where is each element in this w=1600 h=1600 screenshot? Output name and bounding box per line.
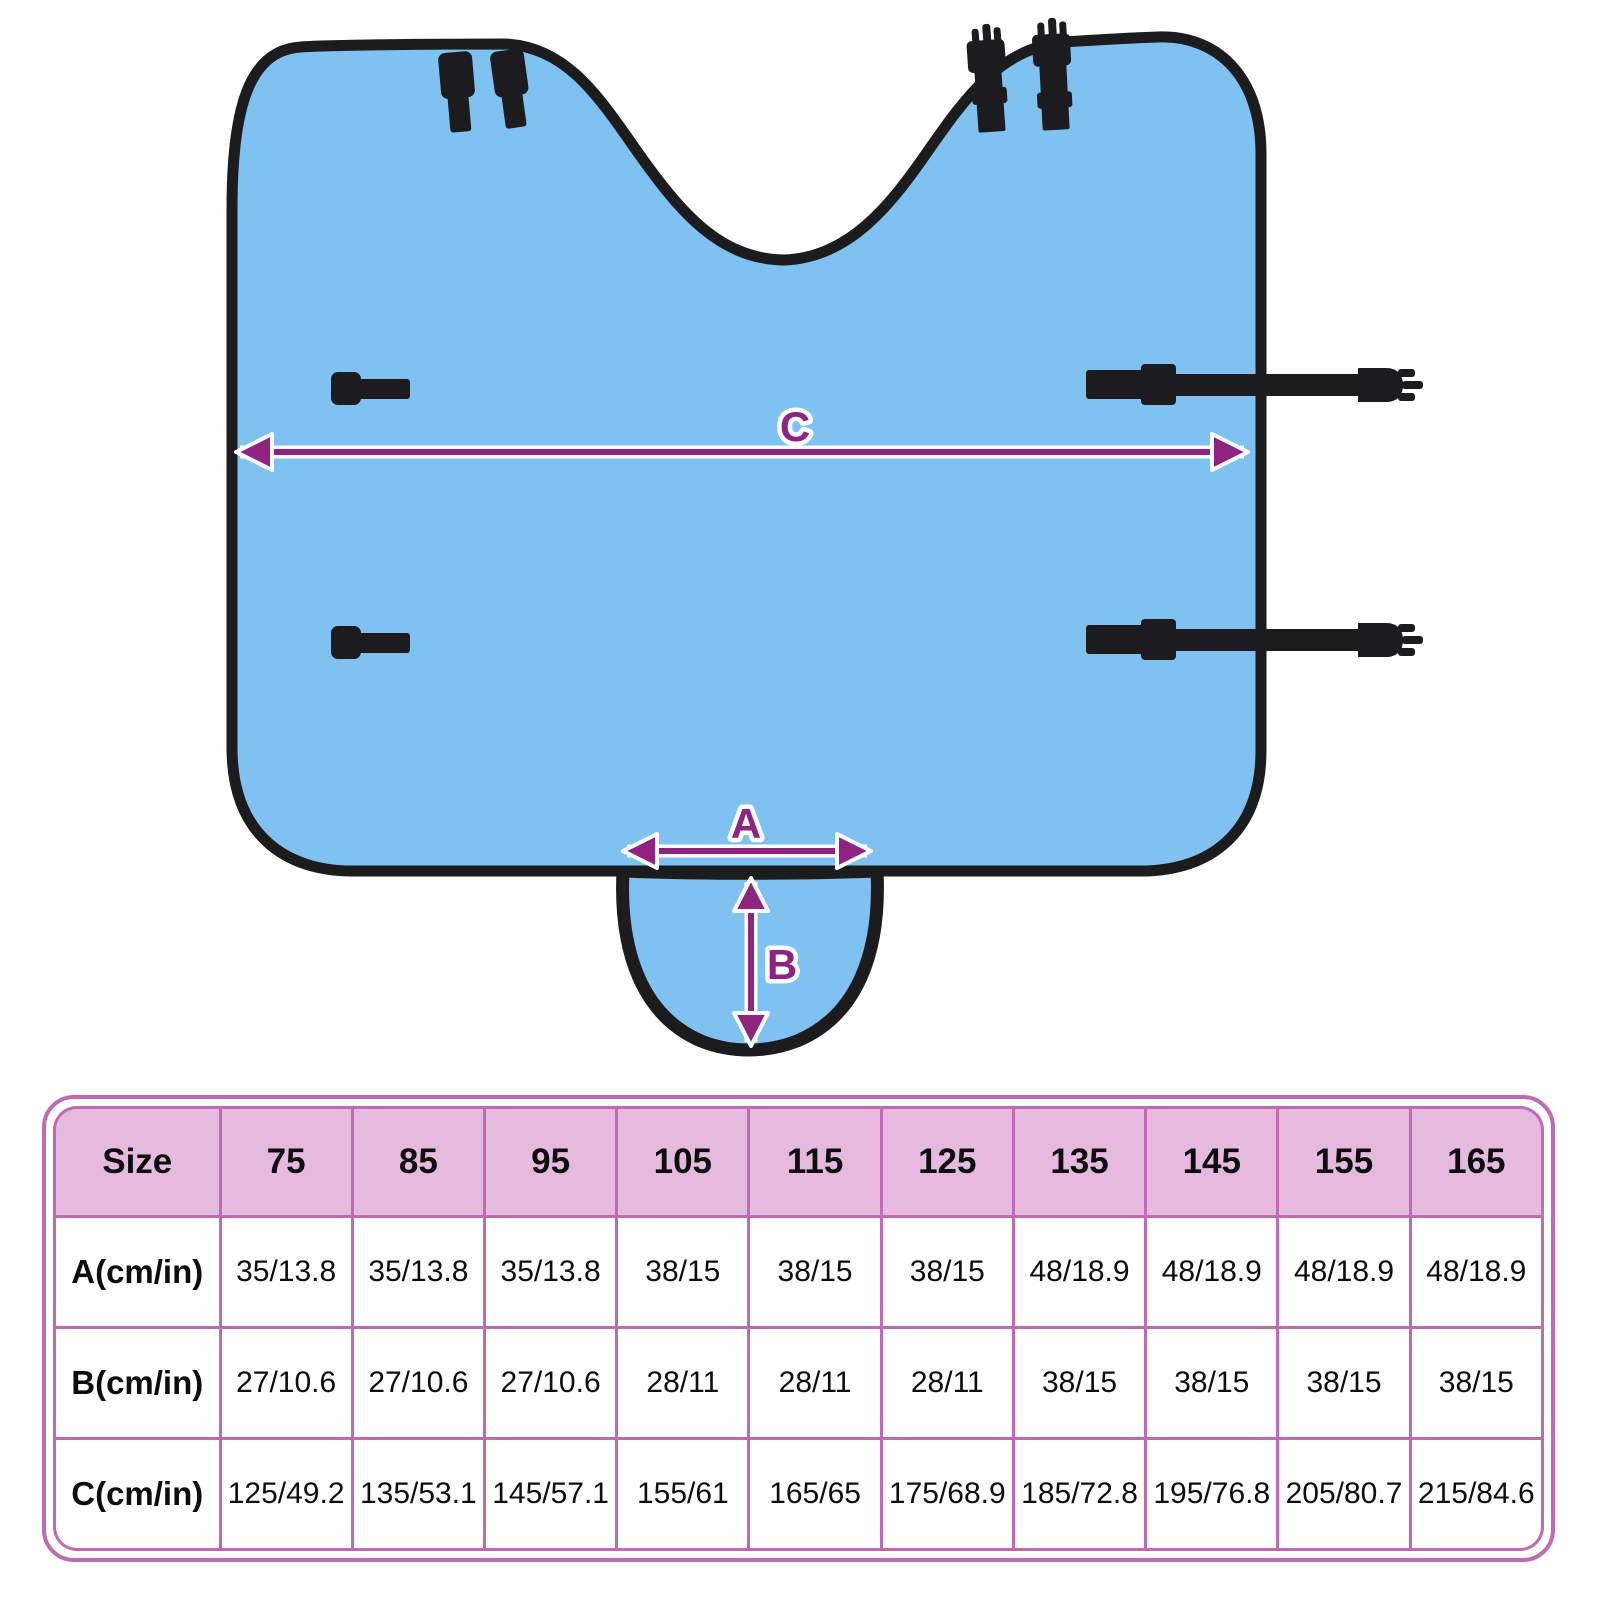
- measurement-value: 38/15: [1411, 1329, 1544, 1440]
- measurement-value: 135/53.1: [353, 1440, 486, 1551]
- top-left-clip-1: [438, 51, 475, 133]
- measurement-value: 28/11: [750, 1329, 883, 1440]
- measurement-value: 38/15: [618, 1218, 751, 1329]
- measurement-value: 27/10.6: [221, 1329, 354, 1440]
- size-column-header: 155: [1279, 1106, 1412, 1218]
- size-table-body: A(cm/in) 35/13.8 35/13.8 35/13.8 38/15 38/15 3…: [53, 1218, 1544, 1551]
- size-corner-header: Size: [53, 1106, 222, 1218]
- size-table: Size 75 85 95 105 115 125 135 145 155 165 A(cm/in)…: [53, 1106, 1544, 1551]
- measurement-value: 28/11: [882, 1329, 1015, 1440]
- size-column-header: 125: [882, 1106, 1015, 1218]
- measurement-label: A(cm/in): [53, 1218, 222, 1329]
- measurement-value: 35/13.8: [485, 1218, 619, 1329]
- measurement-value: 38/15: [1147, 1329, 1280, 1440]
- dimension-label-a: A: [731, 800, 761, 847]
- size-column-header: 95: [485, 1106, 619, 1218]
- measurement-value: 185/72.8: [1014, 1440, 1148, 1551]
- size-table-header-row: Size 75 85 95 105 115 125 135 145 155 165: [53, 1106, 1544, 1218]
- measurement-value: 215/84.6: [1411, 1440, 1544, 1551]
- dimension-label-b: B: [767, 941, 797, 988]
- product-diagram: C A B: [226, 17, 1423, 1057]
- measurement-value: 195/76.8: [1147, 1440, 1280, 1551]
- size-column-header: 145: [1147, 1106, 1280, 1218]
- size-column-header: 105: [618, 1106, 751, 1218]
- measurement-value: 145/57.1: [485, 1440, 619, 1551]
- measurement-value: 35/13.8: [353, 1218, 486, 1329]
- right-lower-strap: [1086, 619, 1423, 660]
- dimension-label-c: C: [780, 403, 810, 450]
- top-right-strap-1: [966, 23, 1008, 133]
- dimension-arrow-c: C: [234, 399, 1250, 472]
- measurement-row: C(cm/in) 125/49.2 135/53.1 145/57.1 155/61 16…: [53, 1440, 1544, 1551]
- measurement-value: 38/15: [1279, 1329, 1412, 1440]
- dimension-arrow-a: A: [621, 796, 873, 870]
- dimension-arrow-b: B: [732, 876, 802, 1048]
- top-left-clip-2: [490, 48, 529, 129]
- measurement-value: 175/68.9: [882, 1440, 1015, 1551]
- size-table-head: Size 75 85 95 105 115 125 135 145 155 165: [53, 1106, 1544, 1218]
- measurement-value: 205/80.7: [1279, 1440, 1412, 1551]
- measurement-value: 38/15: [1014, 1329, 1148, 1440]
- measurement-label: C(cm/in): [53, 1440, 222, 1551]
- top-right-strap-2: [1031, 17, 1073, 131]
- measurement-value: 48/18.9: [1411, 1218, 1544, 1329]
- measurement-row: A(cm/in) 35/13.8 35/13.8 35/13.8 38/15 38/15 3…: [53, 1218, 1544, 1329]
- measurement-value: 125/49.2: [221, 1440, 354, 1551]
- measurement-value: 28/11: [618, 1329, 751, 1440]
- measurement-value: 155/61: [618, 1440, 751, 1551]
- size-table-container: Size 75 85 95 105 115 125 135 145 155 165 A(cm/in)…: [42, 1095, 1555, 1562]
- measurement-value: 48/18.9: [1147, 1218, 1280, 1329]
- measurement-value: 27/10.6: [485, 1329, 619, 1440]
- size-column-header: 115: [750, 1106, 883, 1218]
- measurement-value: 48/18.9: [1014, 1218, 1148, 1329]
- measurement-value: 38/15: [882, 1218, 1015, 1329]
- measurement-label: B(cm/in): [53, 1329, 222, 1440]
- measurement-value: 48/18.9: [1279, 1218, 1412, 1329]
- size-column-header: 75: [221, 1106, 354, 1218]
- size-column-header: 85: [353, 1106, 486, 1218]
- measurement-value: 38/15: [750, 1218, 883, 1329]
- left-upper-buckle: [331, 372, 410, 405]
- measurement-value: 165/65: [750, 1440, 883, 1551]
- size-column-header: 165: [1411, 1106, 1544, 1218]
- right-upper-strap: [1086, 364, 1423, 405]
- left-lower-buckle: [331, 626, 410, 659]
- size-column-header: 135: [1014, 1106, 1148, 1218]
- measurement-row: B(cm/in) 27/10.6 27/10.6 27/10.6 28/11 28/11 2…: [53, 1329, 1544, 1440]
- measurement-value: 35/13.8: [221, 1218, 354, 1329]
- measurement-value: 27/10.6: [353, 1329, 486, 1440]
